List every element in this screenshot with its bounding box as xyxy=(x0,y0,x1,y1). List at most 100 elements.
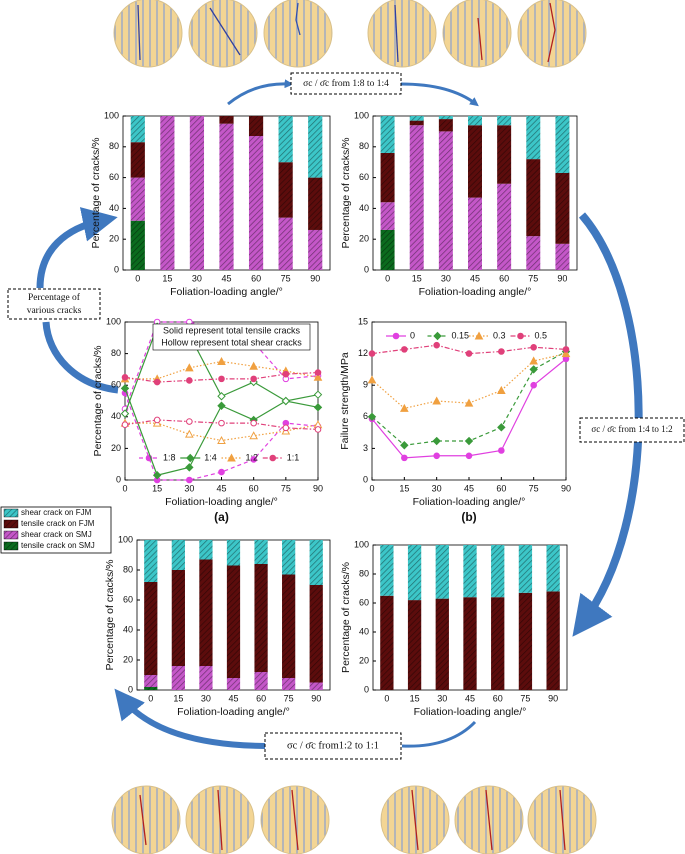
bar-segment xyxy=(248,116,264,137)
arrow xyxy=(400,82,479,107)
bar-segment xyxy=(130,220,145,270)
specimen xyxy=(517,0,587,68)
marker xyxy=(249,431,259,440)
y-tick-label: 0 xyxy=(363,474,368,484)
bar-segment xyxy=(380,116,395,153)
specimen xyxy=(263,0,333,68)
specimen xyxy=(367,0,437,68)
bar-segment xyxy=(380,152,395,203)
x-tick-label: 0 xyxy=(384,693,389,703)
crack xyxy=(394,4,399,63)
arrow xyxy=(401,720,477,748)
bar-segment xyxy=(144,675,158,687)
panel-label: (b) xyxy=(461,510,476,524)
y-tick-label: 12 xyxy=(358,348,368,358)
legend-label: 0.3 xyxy=(493,330,506,340)
marker xyxy=(367,375,377,384)
x-tick-label: 0 xyxy=(135,273,140,283)
legend-label: 1:8 xyxy=(163,452,176,462)
note-box xyxy=(152,323,311,351)
legend-label: 1:2 xyxy=(246,452,259,462)
x-tick-label: 90 xyxy=(311,693,321,703)
bar-segment xyxy=(309,540,323,585)
marker xyxy=(218,468,225,476)
y-tick-label: 20 xyxy=(359,655,369,665)
marker xyxy=(399,403,409,412)
x-tick-label: 45 xyxy=(465,693,475,703)
x-tick-label: 60 xyxy=(496,483,506,493)
marker xyxy=(217,401,226,410)
bar-segment xyxy=(438,116,453,120)
bar-segment xyxy=(468,125,482,198)
x-tick-label: 90 xyxy=(548,693,558,703)
y-tick-label: 3 xyxy=(363,443,368,453)
bar-segment xyxy=(199,540,213,560)
y-axis-title: Percentage of cracks/% xyxy=(340,562,352,673)
x-tick-label: 75 xyxy=(528,273,538,283)
y-axis-title: Failure strength/MPa xyxy=(339,352,351,450)
x-axis-title: Foliation-loading angle/° xyxy=(419,286,532,298)
x-axis-title: Foliation-loading angle/° xyxy=(414,706,527,718)
y-tick-label: 40 xyxy=(123,624,133,634)
panel-label: (a) xyxy=(214,510,229,524)
bar-segment xyxy=(254,564,268,672)
ratio-label: σc / σ̄c from 1:4 to 1:2 xyxy=(591,424,672,434)
marker xyxy=(153,378,161,386)
arrow xyxy=(42,321,119,394)
bar-segment xyxy=(409,116,424,121)
crack xyxy=(559,789,566,851)
bar-segment xyxy=(171,570,185,666)
x-axis-title: Foliation-loading angle/° xyxy=(165,496,278,508)
bar-segment xyxy=(171,666,185,690)
bar-segment xyxy=(254,540,268,564)
bar-segment xyxy=(409,120,424,126)
x-tick-label: 15 xyxy=(162,273,172,283)
x-tick-label: 45 xyxy=(221,273,231,283)
marker xyxy=(121,421,129,429)
specimen xyxy=(111,785,181,854)
annotation: Hollow represent total shear cracks xyxy=(161,337,302,347)
crack xyxy=(137,4,141,61)
arrow xyxy=(227,79,294,106)
bar-segment xyxy=(497,125,512,184)
marker xyxy=(498,348,505,355)
bar-segment xyxy=(248,136,264,270)
y-tick-label: 40 xyxy=(111,411,121,421)
bar-segment xyxy=(278,217,293,270)
marker xyxy=(120,409,130,418)
x-tick-label: 30 xyxy=(184,483,194,493)
y-tick-label: 60 xyxy=(359,597,369,607)
y-axis-title: Percentage of cracks/% xyxy=(104,560,116,671)
marker xyxy=(562,346,570,353)
y-tick-label: 0 xyxy=(364,264,369,274)
x-tick-label: 45 xyxy=(464,483,474,493)
arrow xyxy=(36,207,118,289)
y-tick-label: 0 xyxy=(364,684,369,694)
marker xyxy=(465,350,473,357)
x-tick-label: 15 xyxy=(412,273,422,283)
bar-segment xyxy=(309,682,323,690)
y-tick-label: 100 xyxy=(354,539,369,549)
bar-segment xyxy=(435,545,449,599)
bar-segment xyxy=(491,597,505,690)
arrow xyxy=(114,688,266,749)
crack xyxy=(209,7,241,56)
bar-segment xyxy=(278,162,293,218)
marker xyxy=(496,385,506,394)
bar-segment xyxy=(380,595,394,690)
legend-swatch xyxy=(3,519,19,529)
crack xyxy=(547,2,556,63)
marker xyxy=(217,435,226,444)
marker xyxy=(314,426,322,433)
bar-segment xyxy=(463,597,477,690)
x-tick-label: 0 xyxy=(148,693,153,703)
x-tick-label: 45 xyxy=(228,693,238,703)
marker xyxy=(186,418,193,425)
marker xyxy=(313,390,323,399)
bar-segment xyxy=(226,540,241,566)
x-tick-label: 75 xyxy=(529,483,539,493)
marker xyxy=(474,331,484,340)
bar-segment xyxy=(497,116,512,126)
marker xyxy=(401,346,408,353)
